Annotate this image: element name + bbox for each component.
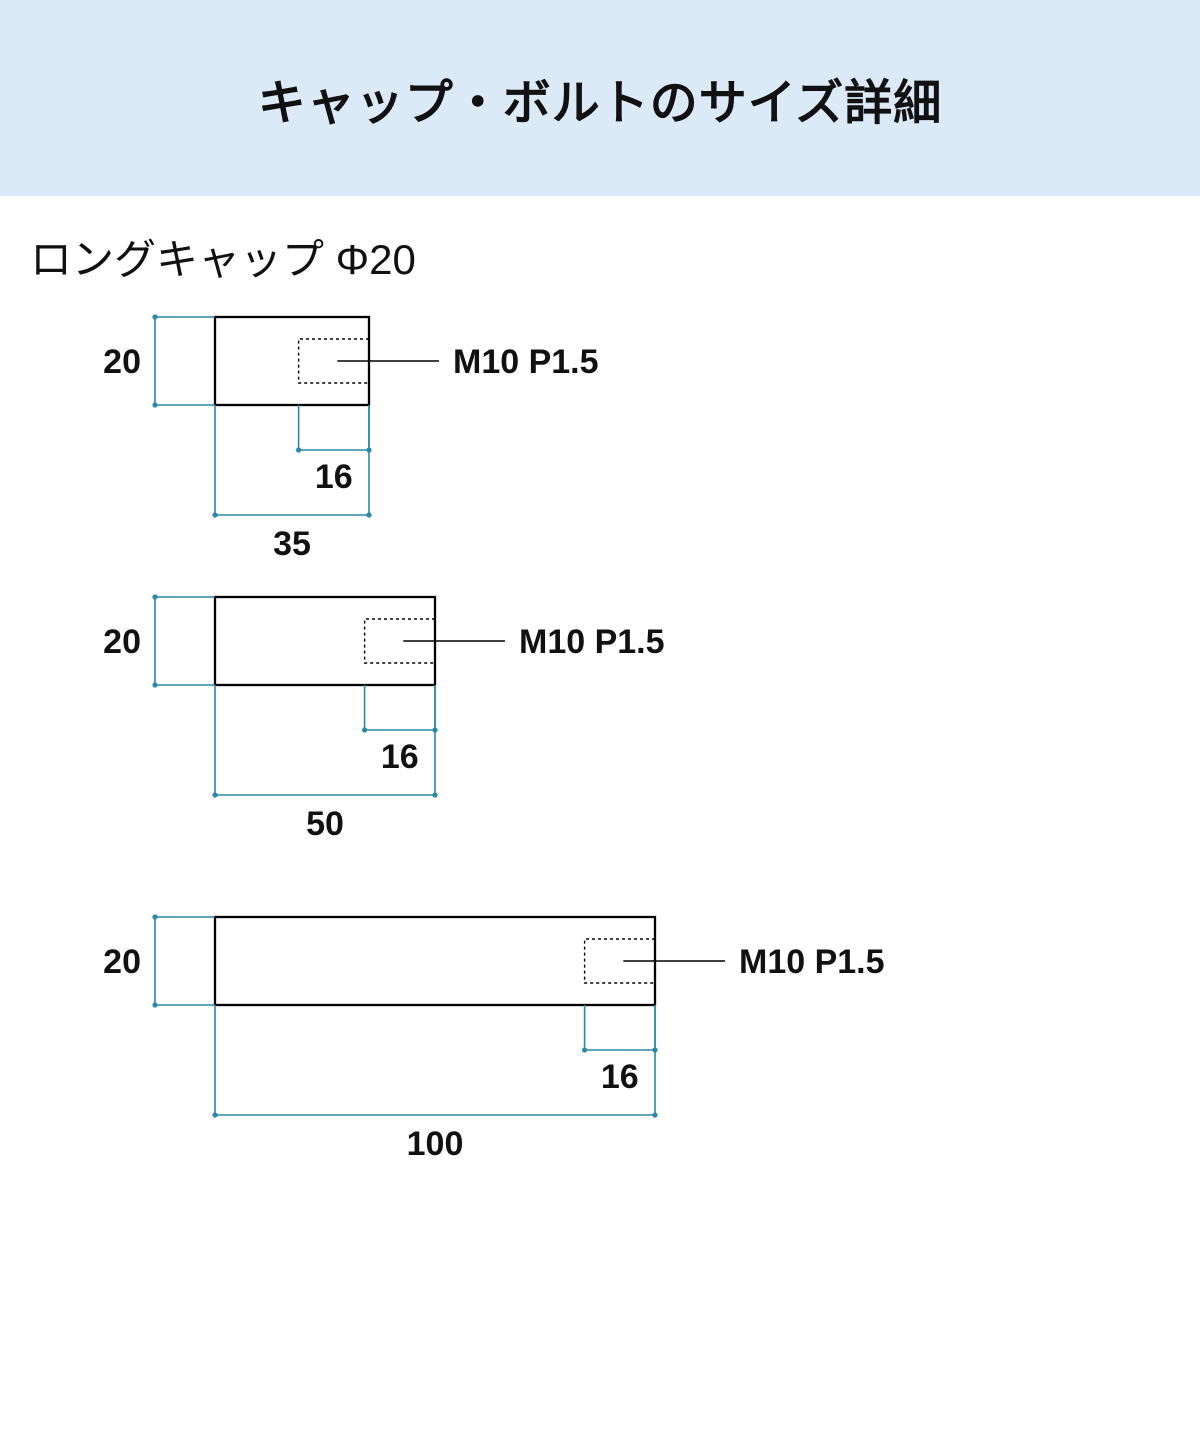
dim-dot — [152, 682, 157, 687]
thread-label: M10 P1.5 — [453, 343, 599, 381]
dim-dot — [362, 727, 367, 732]
height-label: 20 — [103, 943, 141, 981]
dim-dot — [366, 512, 371, 517]
dim-dot — [152, 594, 157, 599]
hole-depth-label: 16 — [381, 738, 419, 776]
dim-dot — [152, 314, 157, 319]
section-subtitle: ロングキャップ Φ20 — [0, 226, 1200, 287]
dim-dot — [432, 792, 437, 797]
dim-dot — [212, 1112, 217, 1117]
dim-dot — [212, 512, 217, 517]
page-title: キャップ・ボルトのサイズ詳細 — [258, 63, 943, 133]
cap-body — [215, 917, 655, 1005]
page: キャップ・ボルトのサイズ詳細 ロングキャップ Φ20 201635M10 P1.… — [0, 0, 1200, 1449]
dim-dot — [212, 792, 217, 797]
dim-dot — [296, 447, 301, 452]
length-label: 100 — [407, 1125, 464, 1163]
dimension-drawing: 201635M10 P1.5201650M10 P1.52016100M10 P… — [0, 297, 1200, 1437]
dim-dot — [152, 402, 157, 407]
height-label: 20 — [103, 343, 141, 381]
page-header: キャップ・ボルトのサイズ詳細 — [0, 0, 1200, 196]
length-label: 50 — [306, 805, 344, 843]
thread-label: M10 P1.5 — [739, 943, 885, 981]
height-label: 20 — [103, 623, 141, 661]
dim-dot — [152, 914, 157, 919]
dim-dot — [582, 1047, 587, 1052]
hole-depth-label: 16 — [315, 458, 353, 496]
thread-label: M10 P1.5 — [519, 623, 665, 661]
dim-dot — [652, 1112, 657, 1117]
hole-depth-label: 16 — [601, 1058, 639, 1096]
length-label: 35 — [273, 525, 311, 563]
dim-dot — [152, 1002, 157, 1007]
cap-body — [215, 597, 435, 685]
